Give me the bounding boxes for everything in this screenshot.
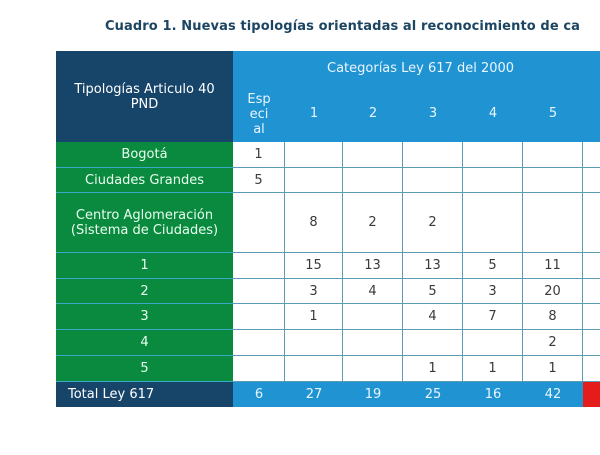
table-cell: 4 <box>403 304 463 330</box>
table-cell: 15 <box>285 253 343 279</box>
table-cell: 4 <box>343 279 403 304</box>
table-cell <box>285 356 343 382</box>
table-cell: 8 <box>285 193 343 253</box>
total-highlight-cell <box>583 382 600 407</box>
total-cell: 16 <box>463 382 523 407</box>
table-cell <box>233 279 285 304</box>
table-cell <box>343 304 403 330</box>
table-cell: 2 <box>343 193 403 253</box>
table-cell <box>583 279 600 304</box>
table-cell <box>583 193 600 253</box>
table-cell: 2 <box>403 193 463 253</box>
table-cell <box>343 356 403 382</box>
table-caption: Cuadro 1. Nuevas tipologías orientadas a… <box>105 19 581 34</box>
table-cell <box>463 168 523 193</box>
table-cell: 11 <box>523 253 583 279</box>
total-cell: 25 <box>403 382 463 407</box>
group-header: Categorías Ley 617 del 2000 <box>327 60 515 76</box>
table-cell <box>583 142 600 168</box>
table-cell: 3 <box>463 279 523 304</box>
column-header: 5 <box>548 106 558 121</box>
table-cell: 13 <box>403 253 463 279</box>
row-label: 3 <box>56 304 233 330</box>
table-cell <box>463 330 523 356</box>
table-cell <box>523 193 583 253</box>
column-header <box>583 85 600 142</box>
table-cell <box>583 253 600 279</box>
table-cell <box>285 330 343 356</box>
table-cell <box>403 142 463 168</box>
table-cell: 2 <box>523 330 583 356</box>
table-cell: 20 <box>523 279 583 304</box>
row-label: 5 <box>56 356 233 382</box>
corner-header: Tipologías Articulo 40 PND <box>56 51 233 142</box>
table-cell: 1 <box>285 304 343 330</box>
table-cell <box>403 330 463 356</box>
table-cell <box>463 142 523 168</box>
column-header: 2 <box>368 106 378 121</box>
row-label: 2 <box>56 279 233 304</box>
table-cell <box>233 193 285 253</box>
table-cell <box>583 330 600 356</box>
table-cell: 7 <box>463 304 523 330</box>
table-cell: 1 <box>463 356 523 382</box>
total-cell: 42 <box>523 382 583 407</box>
table-cell <box>285 142 343 168</box>
row-label: Bogotá <box>56 142 233 168</box>
total-cell: 6 <box>233 382 285 407</box>
total-cell: 19 <box>343 382 403 407</box>
table-cell <box>463 193 523 253</box>
table-cell: 5 <box>403 279 463 304</box>
table-cell: 1 <box>233 142 285 168</box>
column-header: Esp eci al <box>247 92 271 137</box>
table-cell: 5 <box>463 253 523 279</box>
column-header: 1 <box>309 106 319 121</box>
table-cell <box>343 168 403 193</box>
table-cell <box>583 168 600 193</box>
table-cell <box>233 253 285 279</box>
table-cell <box>233 356 285 382</box>
table-cell <box>285 168 343 193</box>
table-cell <box>343 330 403 356</box>
table-cell <box>583 304 600 330</box>
row-label: Centro Aglomeración (Sistema de Ciudades… <box>56 193 233 253</box>
table-cell <box>523 142 583 168</box>
row-label: 4 <box>56 330 233 356</box>
column-header: 4 <box>488 106 498 121</box>
table-cell: 5 <box>233 168 285 193</box>
table-cell <box>523 168 583 193</box>
table-cell <box>233 304 285 330</box>
table-cell <box>403 168 463 193</box>
table-cell: 8 <box>523 304 583 330</box>
table-cell: 3 <box>285 279 343 304</box>
table-cell <box>343 142 403 168</box>
column-header: 3 <box>428 106 438 121</box>
table-cell: 1 <box>403 356 463 382</box>
row-label: Ciudades Grandes <box>56 168 233 193</box>
row-label: 1 <box>56 253 233 279</box>
total-cell: 27 <box>285 382 343 407</box>
total-label: Total Ley 617 <box>56 382 233 407</box>
table-cell <box>233 330 285 356</box>
table-cell: 13 <box>343 253 403 279</box>
table-cell <box>583 356 600 382</box>
group-header-bg <box>233 51 600 142</box>
table-cell: 1 <box>523 356 583 382</box>
